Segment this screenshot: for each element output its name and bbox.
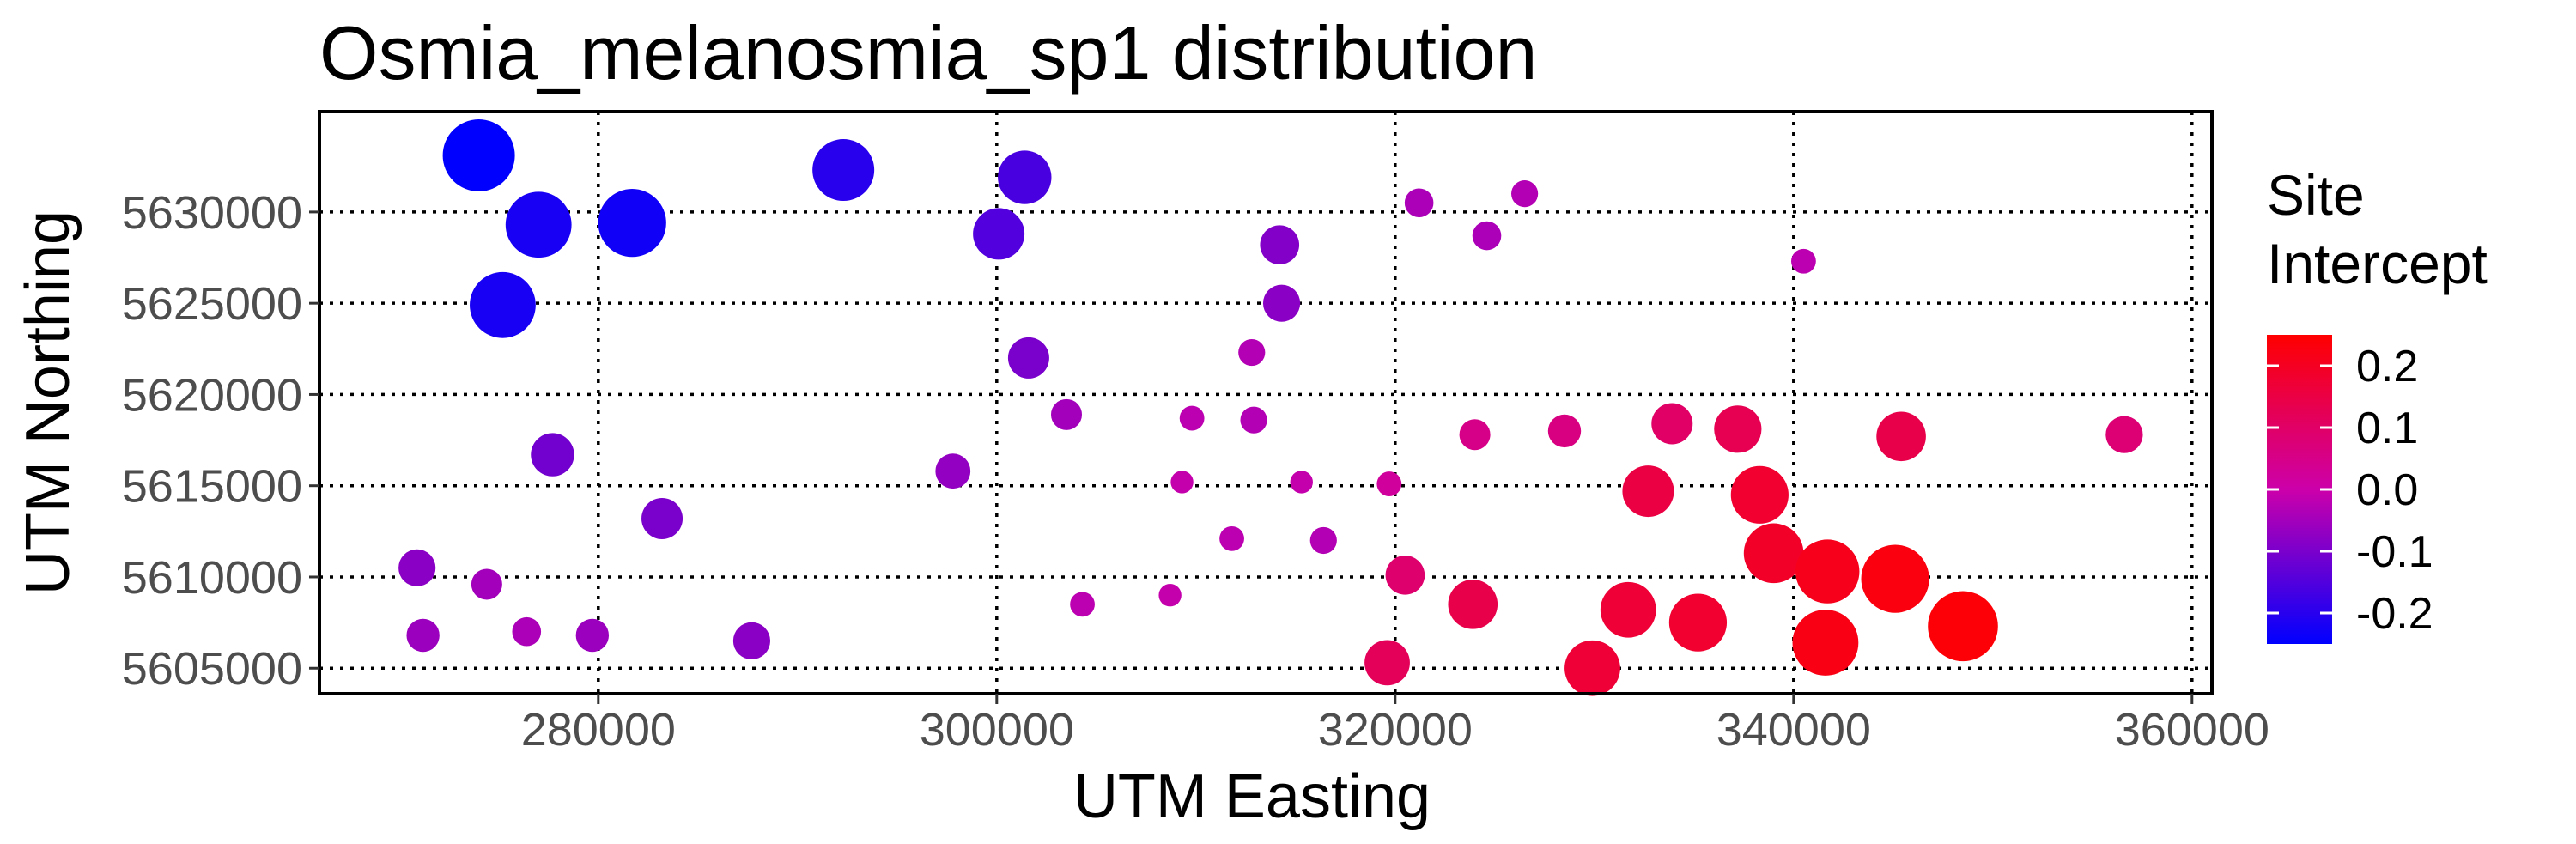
- data-point: [1170, 471, 1194, 494]
- data-point: [1070, 592, 1095, 617]
- legend: Site Intercept 0.2 0.1 0.0 -0.1 -0.2: [2267, 163, 2488, 644]
- data-point: [1791, 248, 1816, 274]
- data-point: [406, 618, 440, 653]
- y-tick-label: 5630000: [122, 187, 302, 239]
- data-point: [1459, 419, 1491, 451]
- x-tick-label: 300000: [920, 704, 1074, 756]
- data-point: [1290, 471, 1313, 494]
- data-point: [575, 618, 610, 653]
- data-point: [512, 616, 542, 647]
- data-point: [471, 568, 502, 600]
- data-point: [1600, 581, 1656, 638]
- x-axis: 280000 300000 320000 340000 360000: [521, 694, 2269, 756]
- y-tick-label: 5620000: [122, 369, 302, 421]
- legend-tick-label: 0.0: [2356, 465, 2418, 515]
- legend-tick-label: 0.2: [2356, 342, 2418, 392]
- data-point: [935, 453, 971, 489]
- data-point: [732, 622, 771, 659]
- data-point: [1743, 523, 1804, 584]
- data-point: [1260, 225, 1300, 264]
- data-point: [1564, 640, 1620, 696]
- data-point: [1714, 405, 1762, 453]
- x-tick-label: 320000: [1318, 704, 1473, 756]
- legend-tick-label: -0.1: [2356, 527, 2433, 577]
- x-tick-label: 280000: [521, 704, 676, 756]
- data-point: [505, 191, 572, 258]
- data-point: [998, 150, 1052, 204]
- data-point: [1511, 180, 1539, 208]
- data-point: [1385, 556, 1425, 595]
- data-point: [1262, 284, 1301, 322]
- data-point: [1795, 539, 1860, 604]
- legend-tick-label: 0.1: [2356, 404, 2418, 453]
- data-point: [1547, 414, 1582, 448]
- data-point: [641, 497, 683, 539]
- y-axis-title: UTM Northing: [14, 210, 82, 595]
- data-point: [470, 271, 536, 338]
- data-point: [1651, 403, 1693, 445]
- y-tick-label: 5615000: [122, 461, 302, 513]
- y-tick-label: 5610000: [122, 552, 302, 604]
- data-point: [442, 119, 515, 192]
- data-point: [1158, 584, 1182, 607]
- grid: [319, 112, 2212, 694]
- data-point: [812, 139, 875, 202]
- data-point: [1376, 471, 1402, 496]
- data-point: [1219, 525, 1244, 551]
- data-point: [1472, 221, 1502, 251]
- legend-tick-label: -0.2: [2356, 589, 2433, 639]
- data-point: [1928, 591, 1998, 662]
- y-tick-label: 5605000: [122, 643, 302, 695]
- data-point: [1051, 398, 1082, 430]
- data-points: [398, 119, 2143, 696]
- data-point: [1238, 338, 1266, 367]
- data-point: [1007, 337, 1049, 379]
- chart-title: Osmia_melanosmia_sp1 distribution: [319, 10, 1537, 95]
- legend-title-line-1: Site: [2267, 163, 2365, 227]
- x-axis-title: UTM Easting: [1073, 762, 1431, 831]
- plot-panel: [318, 110, 2214, 695]
- y-tick-label: 5625000: [122, 278, 302, 330]
- data-point: [398, 549, 436, 586]
- data-point: [598, 189, 666, 258]
- x-tick-label: 360000: [2115, 704, 2269, 756]
- data-point: [531, 433, 574, 477]
- data-point: [1876, 411, 1926, 462]
- data-point: [1240, 406, 1267, 434]
- data-point: [1730, 465, 1789, 524]
- data-point: [1668, 593, 1728, 652]
- data-point: [1364, 640, 1410, 686]
- data-point: [1622, 465, 1674, 518]
- data-point: [973, 208, 1025, 260]
- legend-title-line-2: Intercept: [2267, 232, 2488, 295]
- y-axis: 5605000 5610000 5615000 5620000 5625000 56300…: [122, 187, 319, 695]
- data-point: [1179, 405, 1205, 431]
- x-tick-label: 340000: [1716, 704, 1871, 756]
- data-point: [1404, 188, 1434, 218]
- data-point: [1309, 526, 1337, 555]
- data-point: [2105, 416, 2143, 453]
- data-point: [1861, 544, 1929, 613]
- legend-ticks: 0.2 0.1 0.0 -0.1 -0.2: [2267, 342, 2433, 639]
- data-point: [1792, 610, 1859, 676]
- data-point: [1448, 580, 1498, 629]
